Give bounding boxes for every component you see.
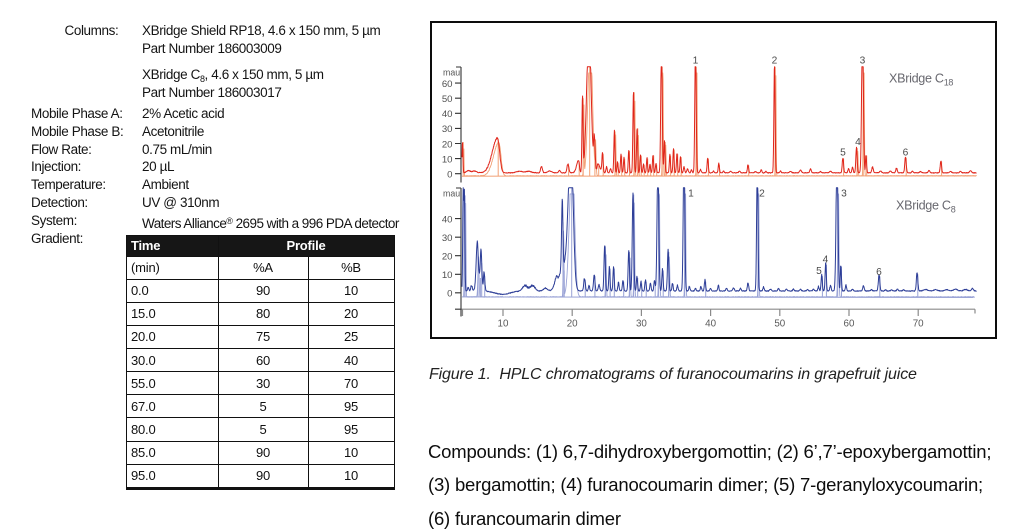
svg-text:60: 60 [843,318,854,329]
svg-text:XBridge C18: XBridge C18 [889,71,953,87]
svg-text:5: 5 [816,266,822,277]
svg-text:6: 6 [876,267,882,278]
svg-text:10: 10 [441,270,452,281]
svg-text:6: 6 [902,147,908,158]
svg-text:70: 70 [912,318,923,329]
svg-text:60: 60 [441,78,452,89]
svg-text:1: 1 [688,188,694,199]
svg-text:mau: mau [443,188,460,198]
svg-text:3: 3 [859,55,865,66]
svg-text:40: 40 [441,109,452,120]
svg-text:10: 10 [441,154,452,165]
svg-text:XBridge C8: XBridge C8 [896,198,956,214]
svg-text:4: 4 [855,137,861,148]
svg-text:40: 40 [705,318,716,329]
svg-text:4: 4 [822,254,828,265]
svg-text:5: 5 [840,147,846,158]
svg-text:20: 20 [441,139,452,150]
svg-text:30: 30 [441,233,452,244]
svg-text:2: 2 [771,55,777,66]
svg-text:50: 50 [441,94,452,105]
svg-text:0: 0 [447,169,452,180]
svg-text:40: 40 [441,214,452,225]
svg-text:mau: mau [443,67,460,77]
svg-text:10: 10 [497,318,508,329]
svg-text:20: 20 [441,251,452,262]
svg-text:30: 30 [635,318,646,329]
svg-text:1: 1 [692,55,698,66]
svg-text:0: 0 [447,288,452,299]
svg-text:20: 20 [566,318,577,329]
svg-text:3: 3 [841,188,847,199]
svg-text:2: 2 [759,188,765,199]
svg-text:30: 30 [441,124,452,135]
svg-text:50: 50 [774,318,785,329]
